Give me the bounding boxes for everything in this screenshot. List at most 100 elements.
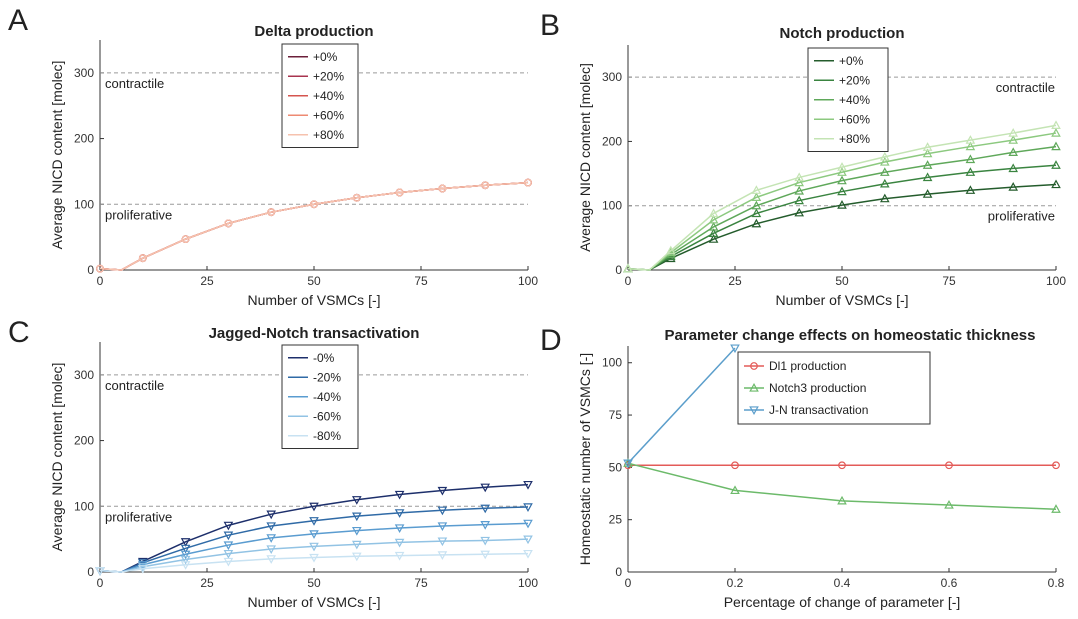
x-tick-label: 25 [200, 274, 214, 288]
panel-letter: C [8, 316, 30, 349]
y-tick-label: 0 [615, 565, 622, 579]
series-line [99, 181, 529, 271]
x-tick-label: 75 [414, 576, 428, 590]
data-point [266, 510, 277, 520]
x-tick-label: 0.6 [941, 576, 958, 590]
data-point [309, 517, 319, 526]
data-point [623, 263, 633, 273]
x-tick-label: 75 [414, 274, 428, 288]
panel-c: C Jagged-Notch transactivation 0 25 50 75 100 0… [8, 316, 538, 610]
data-point [794, 177, 805, 187]
data-point [180, 561, 191, 570]
legend-label: -0% [313, 351, 335, 365]
data-point [1051, 128, 1061, 137]
data-point [523, 535, 533, 545]
legend-label: +40% [839, 93, 870, 107]
data-point [309, 530, 319, 539]
x-axis-label: Number of VSMCs [-] [775, 292, 908, 308]
threshold-annotation: contractile [105, 378, 164, 393]
chart-title: Delta production [254, 23, 373, 40]
data-point [879, 156, 890, 166]
y-tick-label: 200 [74, 132, 94, 146]
series-line [627, 347, 736, 464]
data-point [394, 538, 405, 548]
data-point [794, 172, 805, 182]
data-point [480, 536, 491, 546]
data-point [394, 524, 405, 534]
panel-letter: A [8, 4, 28, 37]
data-point [351, 552, 362, 562]
x-tick-label: 0 [97, 274, 104, 288]
legend-label: -60% [313, 409, 341, 423]
data-point [879, 193, 890, 203]
data-point [95, 567, 105, 576]
data-point [837, 200, 847, 209]
data-point [437, 506, 448, 516]
legend-label: +60% [839, 112, 870, 126]
data-point [394, 551, 405, 561]
data-point [837, 175, 847, 185]
data-point [1008, 128, 1019, 137]
y-tick-label: 300 [74, 368, 94, 382]
data-point [1051, 179, 1061, 189]
legend-label: J-N transactivation [769, 403, 868, 417]
data-point [480, 504, 491, 514]
threshold-annotation: proliferative [105, 509, 172, 524]
data-point [266, 545, 277, 555]
panel-b: B Notch production 0 25 50 75 100 0 100 200 300 Num… [540, 9, 1066, 308]
data-point [751, 185, 762, 194]
data-point [266, 555, 277, 564]
legend-box [737, 351, 931, 425]
data-point [180, 555, 191, 565]
data-point [223, 549, 234, 559]
chart-title: Notch production [780, 25, 905, 42]
data-point [1052, 461, 1060, 470]
legend-label: +0% [313, 50, 338, 64]
panel-d: D Parameter change effects on homeostatic… [540, 324, 1065, 610]
legend-marker [750, 362, 758, 370]
data-point [1051, 141, 1061, 151]
x-tick-label: 50 [835, 274, 849, 288]
threshold-annotation: contractile [996, 80, 1055, 95]
data-point [523, 549, 533, 559]
y-tick-label: 200 [74, 434, 94, 448]
y-tick-label: 25 [609, 513, 623, 527]
data-point [351, 512, 362, 522]
legend-label: Notch3 production [769, 381, 866, 395]
data-point [266, 534, 277, 543]
data-point [708, 221, 719, 231]
data-point [480, 521, 491, 530]
data-point [351, 496, 362, 505]
data-point [223, 521, 234, 531]
data-point [481, 181, 490, 190]
legend-label: +20% [839, 73, 870, 87]
data-point [879, 151, 890, 161]
data-point [223, 541, 234, 551]
data-point [180, 538, 191, 547]
data-point [731, 461, 739, 470]
data-point [138, 254, 147, 263]
legend-label: -20% [313, 370, 341, 384]
data-point [794, 207, 805, 217]
y-tick-label: 0 [615, 263, 622, 277]
data-point [223, 531, 234, 541]
data-point [96, 264, 104, 273]
data-point [523, 503, 533, 512]
y-axis-label: Average NICD content [molec] [49, 61, 65, 250]
data-point [945, 461, 953, 470]
data-point [1008, 147, 1019, 156]
y-tick-label: 100 [74, 499, 94, 513]
data-point [838, 461, 846, 470]
data-point [438, 184, 447, 193]
data-point [351, 540, 362, 550]
data-point [266, 522, 277, 532]
data-point [309, 553, 319, 563]
y-axis-label: Homeostatic number of VSMCs [-] [577, 353, 593, 565]
x-tick-label: 0.4 [834, 576, 851, 590]
data-point [837, 167, 847, 176]
legend-label: +80% [839, 132, 870, 146]
data-point [309, 542, 319, 552]
data-point [751, 192, 762, 201]
legend-label: +60% [313, 108, 344, 122]
data-point [180, 550, 191, 560]
